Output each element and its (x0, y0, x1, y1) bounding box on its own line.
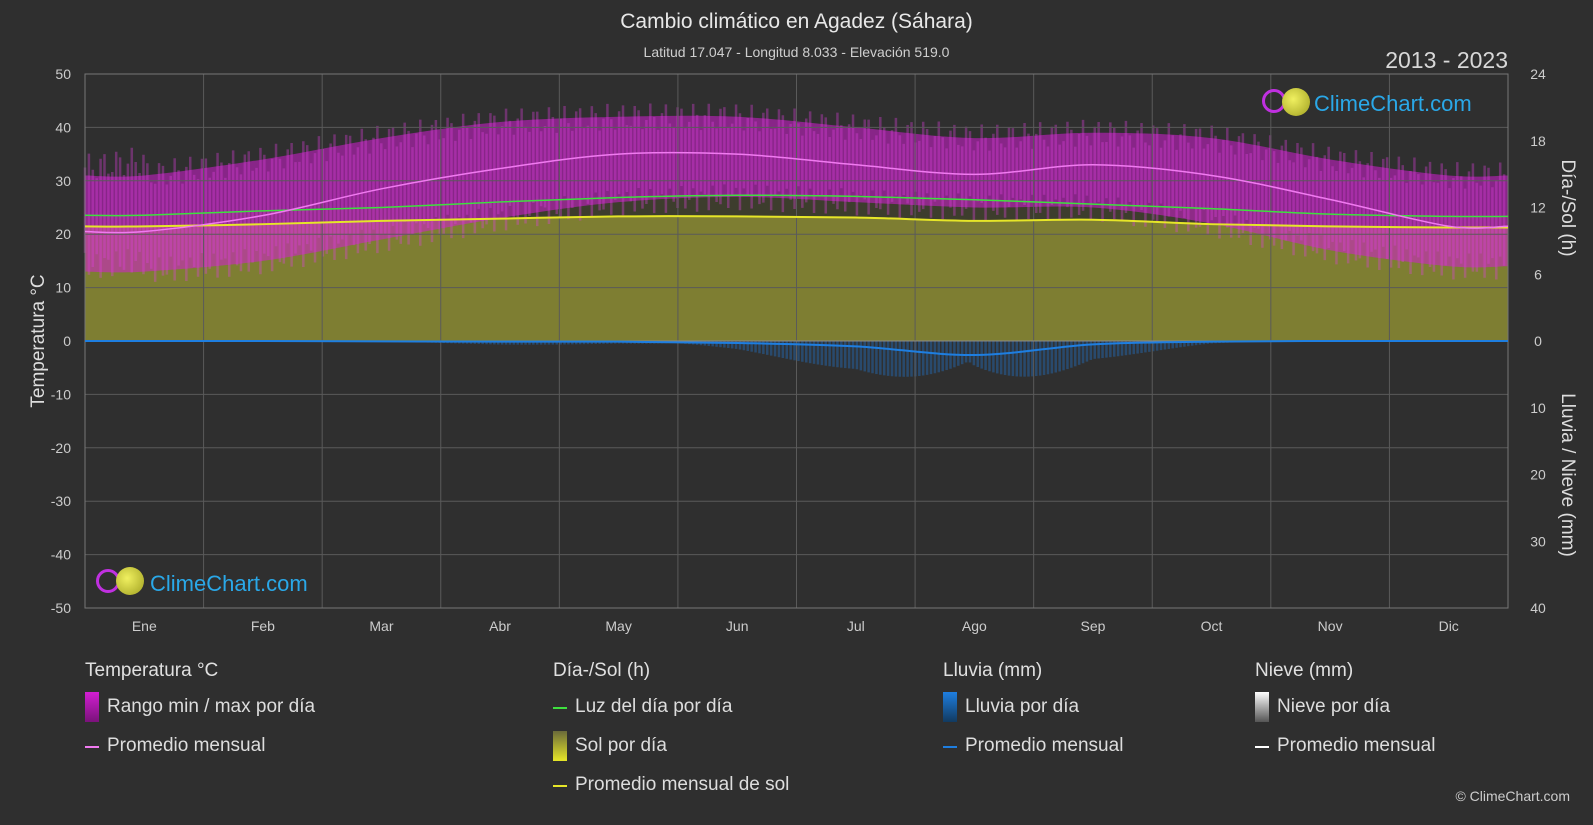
legend-item-snow-avg: Promedio mensual (1255, 735, 1435, 774)
y-left-tick-label: -20 (51, 440, 71, 456)
legend-label: Promedio mensual de sol (575, 774, 790, 795)
x-tick-label: Dic (1439, 618, 1459, 634)
y-left-tick-label: 30 (55, 173, 71, 189)
legend-item-daylight: Luz del día por día (553, 696, 789, 735)
y-left-tick-label: 40 (55, 119, 71, 135)
y-right-bottom-axis-title: Lluvia / Nieve (mm) (1557, 393, 1578, 557)
y-right-top-axis-title: Día-/Sol (h) (1557, 159, 1578, 256)
logo-sun-icon (1282, 88, 1310, 116)
y-left-tick-label: 50 (55, 66, 71, 82)
legend-temperature: Temperatura °C Rango min / max por día P… (85, 660, 315, 774)
temp-avg-swatch (85, 746, 99, 748)
legend-item-sun-avg: Promedio mensual de sol (553, 774, 789, 813)
legend-item-temp-avg: Promedio mensual (85, 735, 315, 774)
x-tick-label: Mar (369, 618, 393, 634)
rain-swatch (943, 692, 957, 722)
legend-label: Promedio mensual (107, 735, 266, 756)
y-right-rain-tick-label: 40 (1530, 600, 1546, 616)
y-right-rain-tick-label: 10 (1530, 400, 1546, 416)
y-left-tick-label: -30 (51, 493, 71, 509)
legend-item-snow: Nieve por día (1255, 692, 1435, 735)
x-tick-label: Abr (489, 618, 511, 634)
legend-sun: Día-/Sol (h) Luz del día por día Sol por… (553, 660, 789, 813)
brand-name-top: ClimeChart.com (1314, 91, 1472, 116)
y-right-rain-tick-label: 30 (1530, 533, 1546, 549)
legend-rain: Lluvia (mm) Lluvia por día Promedio mens… (943, 660, 1123, 774)
legend-label: Luz del día por día (575, 696, 733, 717)
temperature-avg-line (84, 151, 1509, 234)
chart-subtitle: Latitud 17.047 - Longitud 8.033 - Elevac… (643, 44, 950, 60)
y-left-tick-label: -10 (51, 386, 71, 402)
rain-avg-swatch (943, 746, 957, 748)
y-left-tick-label: -50 (51, 600, 71, 616)
y-right-rain-tick-label: 20 (1530, 467, 1546, 483)
y-right-hours-tick-label: 0 (1534, 333, 1542, 349)
temperature-daily-bars (83, 103, 1506, 282)
legend-item-temp-range: Rango min / max por día (85, 692, 316, 735)
y-right-hours-tick-label: 6 (1534, 266, 1542, 282)
snow-avg-swatch (1255, 746, 1269, 748)
sun-avg-line (84, 215, 1509, 229)
legend-item-rain: Lluvia por día (943, 692, 1123, 735)
sun-avg-swatch (553, 785, 567, 787)
copyright: © ClimeChart.com (1455, 788, 1570, 804)
y-left-tick-label: 0 (63, 333, 71, 349)
logo-sun-icon (116, 567, 144, 595)
rain-avg-line (84, 339, 1508, 357)
x-tick-label: May (605, 618, 631, 634)
legend-label: Promedio mensual (1277, 735, 1436, 756)
daylight-swatch (553, 707, 567, 709)
brand-name-bottom: ClimeChart.com (150, 571, 308, 596)
x-tick-label: Nov (1318, 618, 1343, 634)
y-left-axis-title: Temperatura °C (28, 274, 49, 407)
legend-snow: Nieve (mm) Nieve por día Promedio mensua… (1255, 660, 1435, 774)
y-right-hours-tick-label: 18 (1530, 133, 1546, 149)
chart-title: Cambio climático en Agadez (Sáhara) (620, 10, 973, 33)
y-left-tick-label: -40 (51, 547, 71, 563)
y-right-hours-tick-label: 24 (1530, 66, 1546, 82)
x-tick-label: Jul (847, 618, 865, 634)
x-tick-label: Feb (251, 618, 275, 634)
legend-label: Sol por día (575, 735, 667, 756)
y-right-hours-tick-label: 12 (1530, 200, 1546, 216)
x-tick-label: Ene (132, 618, 157, 634)
y-left-tick-label: 10 (55, 280, 71, 296)
daylight-line (84, 194, 1509, 218)
legend-label: Rango min / max por día (107, 696, 316, 717)
legend-item-sun: Sol por día (553, 731, 789, 774)
x-tick-label: Jun (726, 618, 749, 634)
legend-label: Promedio mensual (965, 735, 1124, 756)
legend-item-rain-avg: Promedio mensual (943, 735, 1123, 774)
temp-range-swatch (85, 692, 99, 722)
legend-rain-header: Lluvia (mm) (943, 660, 1043, 681)
legend-snow-header: Nieve (mm) (1255, 660, 1354, 681)
x-tick-label: Sep (1080, 618, 1105, 634)
snow-swatch (1255, 692, 1269, 722)
climate-chart: 50 40 30 20 10 0 -10 -20 -30 -40 -50 24 18 12 6 0 10 20 30… (28, 66, 1578, 634)
legend-sun-header: Día-/Sol (h) (553, 660, 651, 681)
legend-label: Nieve por día (1277, 696, 1391, 717)
y-left-tick-label: 20 (55, 226, 71, 242)
legend-temperature-header: Temperatura °C (85, 660, 219, 681)
x-tick-label: Oct (1201, 618, 1223, 634)
legend-label: Lluvia por día (965, 696, 1080, 717)
year-range: 2013 - 2023 (1385, 47, 1508, 73)
sun-swatch (553, 731, 567, 761)
x-tick-label: Ago (962, 618, 987, 634)
